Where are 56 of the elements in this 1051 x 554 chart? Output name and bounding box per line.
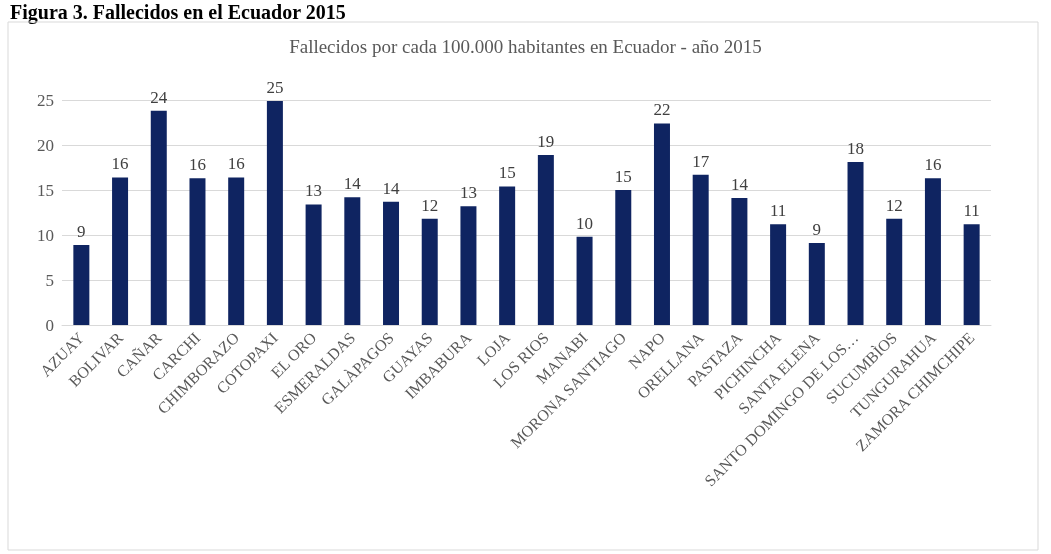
data-label: 19 bbox=[537, 131, 555, 151]
data-label: 16 bbox=[111, 154, 129, 174]
data-label: 13 bbox=[305, 181, 323, 201]
y-tick-label: 10 bbox=[37, 225, 54, 245]
data-label: 9 bbox=[77, 221, 86, 241]
bar bbox=[963, 224, 980, 325]
bar bbox=[383, 201, 400, 325]
y-tick-label: 25 bbox=[37, 90, 54, 110]
bar bbox=[305, 204, 322, 325]
data-label: 9 bbox=[812, 220, 822, 240]
data-label: 25 bbox=[266, 77, 284, 97]
bar bbox=[615, 190, 632, 325]
bar bbox=[150, 110, 167, 325]
bar bbox=[189, 178, 206, 325]
bar bbox=[924, 178, 941, 325]
data-label: 14 bbox=[730, 175, 749, 195]
data-label: 24 bbox=[150, 87, 168, 107]
data-label: 11 bbox=[769, 201, 787, 221]
bar bbox=[808, 243, 825, 325]
bar bbox=[731, 198, 748, 325]
bar bbox=[344, 197, 361, 325]
data-label: 15 bbox=[498, 163, 516, 183]
data-label: 17 bbox=[692, 151, 710, 171]
bar bbox=[692, 174, 709, 325]
bar bbox=[228, 177, 245, 325]
bar bbox=[73, 244, 90, 325]
y-tick-label: 15 bbox=[37, 180, 54, 200]
bar bbox=[112, 177, 129, 325]
bar bbox=[460, 206, 477, 325]
bar bbox=[537, 154, 554, 325]
data-label: 16 bbox=[924, 155, 942, 175]
data-label: 22 bbox=[653, 100, 671, 120]
data-label: 11 bbox=[963, 201, 980, 221]
bar bbox=[886, 218, 903, 325]
data-label: 13 bbox=[459, 183, 477, 203]
data-label: 18 bbox=[847, 139, 865, 159]
data-label: 12 bbox=[885, 195, 903, 215]
text: Figura 3. Fallecidos en el Ecuador 2015 bbox=[10, 1, 346, 24]
bar bbox=[770, 224, 787, 325]
bar bbox=[421, 218, 438, 325]
data-label: 16 bbox=[227, 154, 245, 174]
y-tick-label: 20 bbox=[37, 135, 54, 155]
bar bbox=[653, 123, 670, 325]
bar bbox=[847, 162, 864, 325]
data-label: 14 bbox=[343, 174, 362, 194]
bar bbox=[576, 236, 593, 325]
y-tick-label: 0 bbox=[45, 315, 54, 335]
data-label: 15 bbox=[614, 167, 632, 186]
data-label: 14 bbox=[382, 178, 401, 198]
data-label: 12 bbox=[421, 195, 439, 215]
data-label: 16 bbox=[188, 155, 206, 175]
bar bbox=[266, 100, 283, 325]
bar bbox=[499, 186, 516, 325]
chart-title: Fallecidos por cada 100.000 habitantes en Ecuador - año 2015 bbox=[289, 36, 762, 57]
data-label: 10 bbox=[576, 213, 594, 233]
y-tick-label: 5 bbox=[45, 270, 54, 290]
